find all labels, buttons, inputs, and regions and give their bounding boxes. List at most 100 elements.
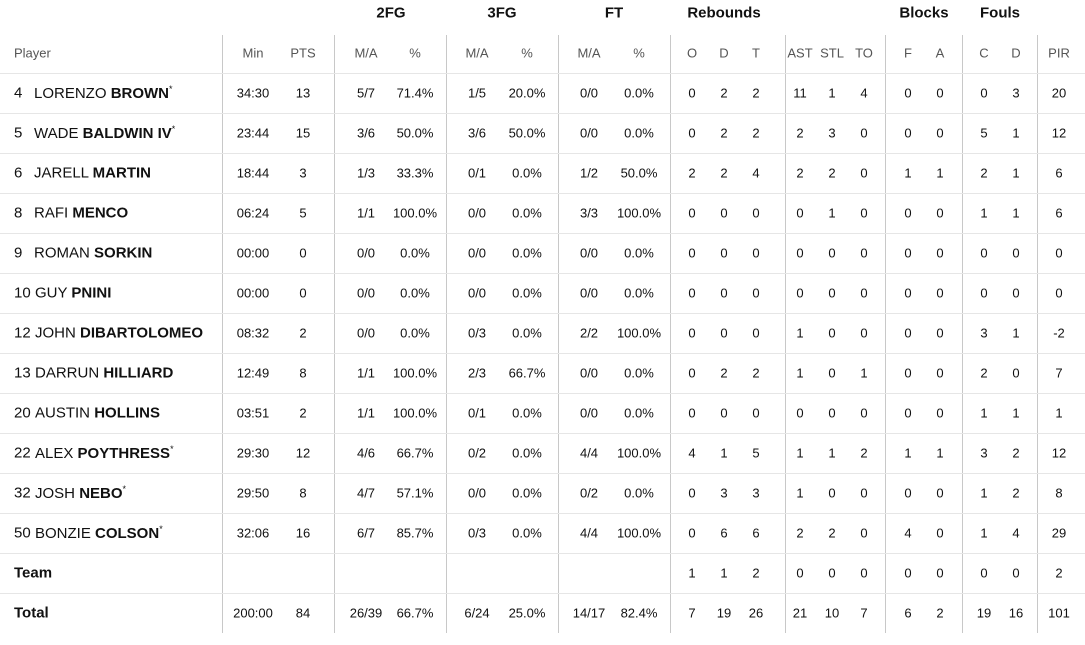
stat-cell: 1 bbox=[1012, 165, 1020, 181]
stat-cell: 12:49 bbox=[236, 365, 270, 381]
stat-cell: 0/0 bbox=[579, 245, 599, 261]
stat-cell: 20 bbox=[1051, 85, 1067, 101]
stat-cell: 1 bbox=[1055, 405, 1063, 421]
stat-cell: 0 bbox=[688, 365, 696, 381]
stat-cell: 2 bbox=[796, 525, 804, 541]
stat-cell: 0.0% bbox=[512, 245, 542, 261]
stat-cell: 85.7% bbox=[396, 525, 434, 541]
stat-cell: 0/3 bbox=[467, 525, 487, 541]
first-name: LORENZO bbox=[34, 85, 107, 102]
stat-cell: 82.4% bbox=[620, 605, 658, 621]
column-divider bbox=[1037, 35, 1038, 633]
last-name: BROWN bbox=[110, 85, 170, 102]
stat-cell: 1 bbox=[828, 205, 836, 221]
column-header: D bbox=[1011, 45, 1021, 61]
stat-cell: 0/2 bbox=[579, 485, 599, 501]
stat-cell: 71.4% bbox=[396, 85, 434, 101]
stat-cell: 0 bbox=[688, 125, 696, 141]
stat-cell: 26/39 bbox=[349, 605, 383, 621]
stat-cell: 1 bbox=[980, 205, 988, 221]
stat-cell: 100.0% bbox=[616, 525, 662, 541]
row-divider bbox=[0, 513, 1085, 514]
stat-cell: 200:00 bbox=[233, 605, 273, 621]
stat-cell: 1/1 bbox=[356, 205, 376, 221]
stat-cell: 100.0% bbox=[616, 325, 662, 341]
stat-cell: 0/1 bbox=[467, 405, 487, 421]
first-name: ALEX bbox=[35, 445, 74, 462]
player-number: 32 bbox=[14, 484, 31, 502]
stat-cell: 0/0 bbox=[467, 205, 487, 221]
stat-cell: 6/7 bbox=[356, 525, 376, 541]
stat-cell: 0 bbox=[860, 165, 868, 181]
stat-cell: 0 bbox=[299, 285, 307, 301]
stat-cell: 2 bbox=[688, 165, 696, 181]
stat-cell: 2/2 bbox=[579, 325, 599, 341]
first-name: AUSTIN bbox=[35, 404, 91, 422]
stat-cell: 8 bbox=[299, 485, 307, 501]
stat-cell: 0 bbox=[720, 205, 728, 221]
stat-cell: 8 bbox=[299, 365, 307, 381]
stat-cell: 4 bbox=[688, 445, 696, 461]
first-name: JOSH bbox=[35, 485, 76, 502]
stat-cell: 29:50 bbox=[236, 485, 270, 501]
stat-cell: 3/6 bbox=[356, 125, 376, 141]
starter-mark: * bbox=[169, 84, 173, 94]
column-header: % bbox=[521, 45, 533, 61]
stat-cell: 2 bbox=[720, 365, 728, 381]
stat-cell: 2 bbox=[980, 365, 988, 381]
column-divider bbox=[334, 35, 335, 633]
stat-cell: 0 bbox=[936, 525, 944, 541]
last-name: MENCO bbox=[72, 204, 129, 222]
stat-cell: 08:32 bbox=[236, 325, 270, 341]
stat-cell: 0.0% bbox=[512, 525, 542, 541]
stat-cell: 1/3 bbox=[356, 165, 376, 181]
stat-cell: 0/2 bbox=[467, 445, 487, 461]
player-name: JOSH NEBO* bbox=[35, 484, 126, 502]
last-name: BALDWIN IV bbox=[82, 125, 172, 142]
stat-cell: 1 bbox=[980, 485, 988, 501]
stat-cell: 66.7% bbox=[396, 445, 434, 461]
stat-cell: 25.0% bbox=[508, 605, 546, 621]
stat-cell: 0 bbox=[720, 245, 728, 261]
stat-cell: 2 bbox=[720, 165, 728, 181]
stat-cell: 57.1% bbox=[396, 485, 434, 501]
stat-cell: 0.0% bbox=[512, 485, 542, 501]
first-name: RAFI bbox=[34, 204, 69, 222]
stat-cell: 0.0% bbox=[512, 405, 542, 421]
column-divider bbox=[222, 35, 223, 633]
stat-cell: 33.3% bbox=[396, 165, 434, 181]
stat-cell: 1 bbox=[796, 485, 804, 501]
stat-cell: 2 bbox=[299, 325, 307, 341]
stat-cell: 2 bbox=[936, 605, 944, 621]
stat-cell: 101 bbox=[1048, 605, 1070, 621]
stat-cell: 0 bbox=[796, 245, 804, 261]
stat-cell: 0 bbox=[720, 285, 728, 301]
stat-cell: 4/4 bbox=[579, 525, 599, 541]
stat-cell: 0 bbox=[752, 405, 760, 421]
stat-cell: 0 bbox=[860, 405, 868, 421]
stat-cell: 0 bbox=[904, 405, 912, 421]
stat-cell: 100.0% bbox=[392, 205, 438, 221]
stat-cell: 0/3 bbox=[467, 325, 487, 341]
stat-cell: 0 bbox=[828, 325, 836, 341]
stat-cell: 1 bbox=[1012, 205, 1020, 221]
stat-cell: 0 bbox=[752, 245, 760, 261]
player-name: BONZIE COLSON* bbox=[35, 524, 163, 542]
stat-cell: 12 bbox=[1051, 125, 1067, 141]
stat-cell: 20.0% bbox=[508, 85, 546, 101]
stat-cell: 0 bbox=[828, 365, 836, 381]
stat-cell: 6 bbox=[720, 525, 728, 541]
stat-cell: 2 bbox=[1012, 445, 1020, 461]
stat-cell: 7 bbox=[1055, 365, 1063, 381]
player-name: JARELL MARTIN bbox=[34, 165, 151, 182]
column-header: F bbox=[904, 45, 912, 61]
stat-cell: 0 bbox=[860, 205, 868, 221]
row-divider bbox=[0, 433, 1085, 434]
group-header: Blocks bbox=[899, 4, 949, 22]
column-divider bbox=[670, 35, 671, 633]
stat-cell: 50.0% bbox=[396, 125, 434, 141]
player-number: 5 bbox=[14, 124, 23, 142]
player-number: 4 bbox=[14, 84, 23, 102]
stat-cell: 0/0 bbox=[579, 125, 599, 141]
stat-cell: 0.0% bbox=[624, 125, 654, 141]
